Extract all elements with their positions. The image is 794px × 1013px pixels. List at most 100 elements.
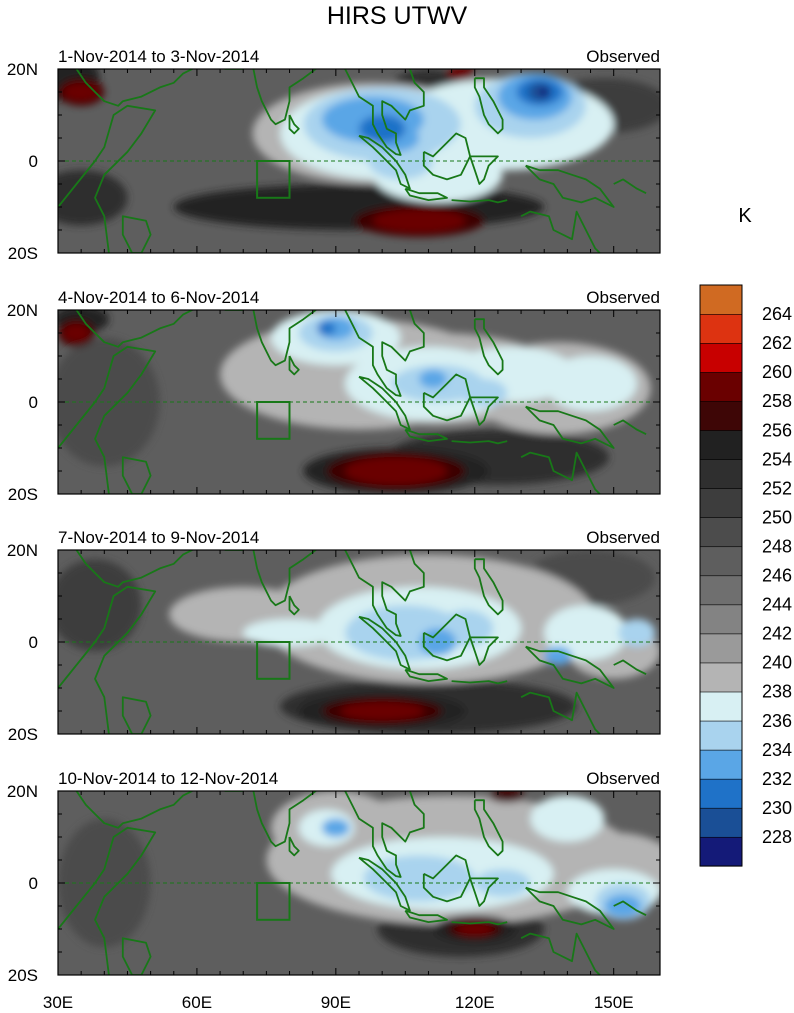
- colorbar-swatch: [699, 575, 743, 606]
- coastline: [525, 645, 615, 689]
- field-shading: [58, 536, 660, 734]
- colorbar-tick-label: 248: [762, 537, 792, 557]
- coastline: [343, 791, 425, 878]
- colorbar-tick-label: 238: [762, 682, 792, 702]
- panel-date-range: 7-Nov-2014 to 9-Nov-2014: [58, 528, 259, 547]
- colorbar-swatch: [699, 662, 743, 693]
- lon-label: 150E: [594, 993, 634, 1012]
- contour-blob: [321, 818, 350, 837]
- coastline: [75, 69, 193, 107]
- panel-run-label: Observed: [586, 47, 660, 66]
- coastline: [469, 636, 499, 666]
- colorbar-tick-label: 256: [762, 420, 792, 440]
- contour-blob: [58, 559, 142, 652]
- panel-run-label: Observed: [586, 528, 660, 547]
- map-panel: 10-Nov-2014 to 12-Nov-2014 Observed 20N 0 20…: [7, 769, 661, 985]
- colorbar-tick-label: 236: [762, 711, 792, 731]
- colorbar-tick-label: 244: [762, 595, 792, 615]
- coastline: [358, 856, 411, 912]
- coastline: [479, 55, 484, 64]
- map-panel: 1-Nov-2014 to 3-Nov-2014 Observed 20N 0 20S: [7, 47, 661, 263]
- contour-blob: [345, 457, 447, 485]
- contour-blob: [368, 142, 434, 180]
- colorbar-swatch: [699, 720, 743, 751]
- coastline: [224, 69, 318, 126]
- contour-blob: [538, 87, 550, 97]
- lat-label: 0: [29, 633, 38, 652]
- colorbar-swatch: [699, 633, 743, 664]
- contour-blob: [544, 605, 628, 661]
- colorbar-swatch: [699, 807, 743, 838]
- coastline: [473, 318, 504, 376]
- colorbar-swatch: [699, 458, 743, 489]
- lat-label: 20N: [7, 782, 38, 801]
- lat-label: 20N: [7, 60, 38, 79]
- colorbar-swatch: [699, 517, 743, 548]
- colorbar-swatch: [699, 778, 743, 809]
- coastline: [613, 419, 647, 436]
- coastline: [469, 877, 499, 907]
- lat-label: 20S: [8, 244, 38, 263]
- coastline: [520, 210, 601, 253]
- colorbar-unit: K: [738, 205, 752, 227]
- colorbar-swatch: [699, 691, 743, 722]
- coastline: [58, 345, 157, 494]
- colorbar-swatch: [699, 429, 743, 460]
- coastline: [343, 550, 425, 637]
- coastline: [404, 909, 448, 923]
- contour-blob: [456, 922, 494, 936]
- contour-blob: [372, 209, 466, 233]
- coastline: [613, 900, 647, 917]
- coastline: [358, 375, 411, 431]
- field-shading: [58, 791, 660, 975]
- contour-blob: [62, 323, 91, 343]
- map-panel: 7-Nov-2014 to 9-Nov-2014 Observed 20N 0 20S: [7, 528, 661, 744]
- panel-date-range: 1-Nov-2014 to 3-Nov-2014: [58, 47, 259, 66]
- coastline: [469, 396, 499, 426]
- lat-label: 20N: [7, 301, 38, 320]
- coastline: [404, 187, 448, 201]
- coastline: [288, 355, 300, 376]
- colorbar-tick-label: 254: [762, 449, 792, 469]
- contour-blob: [340, 701, 424, 721]
- coastline: [75, 791, 193, 829]
- lon-label: 30E: [43, 993, 73, 1012]
- coastline: [343, 310, 425, 397]
- reference-box: [256, 160, 291, 199]
- contour-blob: [363, 855, 475, 902]
- coastline: [404, 428, 448, 442]
- reference-box: [256, 882, 291, 921]
- page-title: HIRS UTWV: [326, 2, 468, 30]
- reference-box: [256, 641, 291, 680]
- coastline: [358, 615, 411, 671]
- madagascar-coastline: [121, 456, 152, 494]
- coastline: [288, 836, 300, 857]
- contour-blob: [618, 619, 656, 647]
- coastline: [58, 585, 157, 734]
- colorbar-tick-label: 258: [762, 391, 792, 411]
- coastline: [343, 69, 425, 156]
- lon-label: 90E: [321, 993, 351, 1012]
- colorbar-swatch: [699, 342, 743, 373]
- lon-label: 60E: [182, 993, 212, 1012]
- colorbar-tick-label: 234: [762, 740, 792, 760]
- coastline: [479, 536, 484, 545]
- coastlines: [58, 55, 647, 253]
- contour-blob: [604, 894, 642, 918]
- lat-label: 0: [29, 393, 38, 412]
- colorbar-swatch: [699, 546, 743, 577]
- contour-blob: [419, 369, 447, 389]
- colorbar-swatch: [699, 749, 743, 780]
- field-shading: [58, 310, 660, 494]
- coastline: [473, 77, 504, 135]
- coastline: [451, 921, 508, 926]
- colorbar-swatch: [699, 313, 743, 344]
- colorbar-tick-label: 252: [762, 478, 792, 498]
- panel-run-label: Observed: [586, 769, 660, 788]
- colorbar-tick-label: 250: [762, 507, 792, 527]
- contour-blob: [243, 619, 336, 647]
- coastline: [404, 668, 448, 682]
- panel-date-range: 4-Nov-2014 to 6-Nov-2014: [58, 288, 259, 307]
- colorbar-tick-label: 264: [762, 304, 792, 324]
